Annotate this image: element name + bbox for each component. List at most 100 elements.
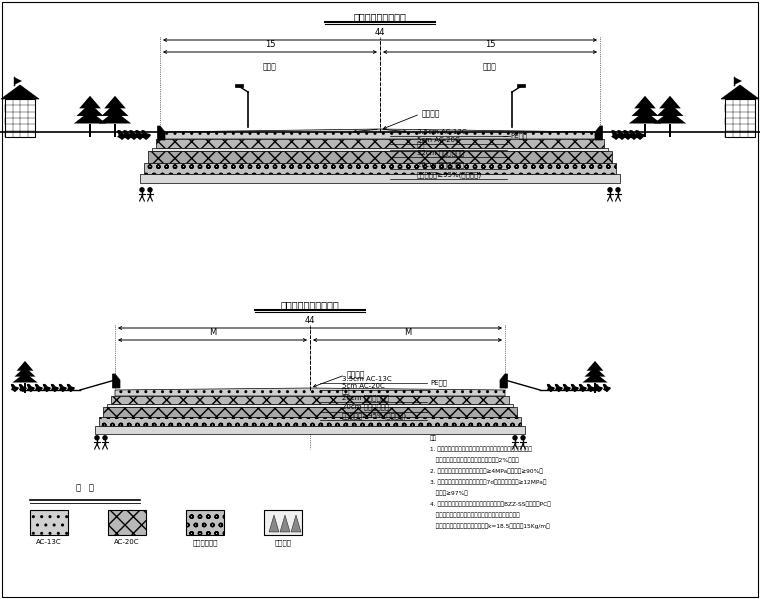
- Polygon shape: [115, 388, 505, 396]
- Polygon shape: [102, 104, 128, 116]
- Text: AC-13C: AC-13C: [36, 539, 62, 545]
- Text: 20cm 级配碎石垫层: 20cm 级配碎石垫层: [417, 161, 464, 168]
- Polygon shape: [657, 104, 683, 116]
- Text: 路基压实度≥95%(重型击实): 路基压实度≥95%(重型击实): [342, 412, 407, 419]
- Polygon shape: [603, 384, 611, 392]
- Polygon shape: [144, 163, 616, 174]
- Bar: [24, 383, 26, 393]
- Polygon shape: [582, 373, 607, 383]
- Polygon shape: [555, 384, 563, 392]
- Circle shape: [608, 188, 612, 192]
- Text: 机动车道路面结构图: 机动车道路面结构图: [353, 12, 407, 22]
- Polygon shape: [629, 130, 639, 140]
- Bar: [669, 123, 671, 137]
- Polygon shape: [35, 384, 43, 392]
- Circle shape: [521, 436, 525, 440]
- Text: 3.5cm AC-13C: 3.5cm AC-13C: [417, 129, 467, 135]
- Polygon shape: [500, 374, 508, 388]
- Bar: [30, 510, 68, 535]
- Text: AC-20C: AC-20C: [114, 539, 140, 545]
- Text: 15: 15: [485, 40, 496, 49]
- Text: 5cm AC-20C: 5cm AC-20C: [342, 383, 385, 389]
- Text: PE改性: PE改性: [430, 380, 447, 386]
- Text: 车行道: 车行道: [263, 62, 277, 71]
- Text: 实际路面结构须已了解到地区的地质调查及路基处理，: 实际路面结构须已了解到地区的地质调查及路基处理，: [430, 512, 520, 518]
- Polygon shape: [99, 417, 521, 426]
- Polygon shape: [117, 130, 127, 140]
- Polygon shape: [617, 130, 627, 140]
- Polygon shape: [595, 126, 603, 140]
- Text: 路基压实度≥95%(重型击实): 路基压实度≥95%(重型击实): [417, 171, 482, 177]
- Polygon shape: [99, 111, 131, 123]
- Polygon shape: [152, 148, 608, 151]
- Polygon shape: [291, 515, 301, 532]
- Polygon shape: [721, 85, 759, 99]
- Polygon shape: [632, 104, 658, 116]
- Polygon shape: [14, 77, 22, 85]
- Text: 3. 路面结构层水泥稳定碎石须满足7d无侧限抗压强度≥12MPa，: 3. 路面结构层水泥稳定碎石须满足7d无侧限抗压强度≥12MPa，: [430, 479, 546, 485]
- Polygon shape: [59, 384, 67, 392]
- Polygon shape: [27, 384, 35, 392]
- Polygon shape: [1, 85, 39, 99]
- Text: 粘层: 粘层: [417, 142, 426, 149]
- Bar: [235, 84, 243, 87]
- Text: 20cm 水泥稳定碎石: 20cm 水泥稳定碎石: [342, 394, 389, 401]
- Text: 路面中线: 路面中线: [422, 110, 441, 119]
- Polygon shape: [584, 367, 606, 377]
- Polygon shape: [129, 130, 139, 140]
- Text: 路面中线: 路面中线: [347, 371, 366, 380]
- Text: PE改性: PE改性: [510, 132, 527, 139]
- Text: 符合有关规范的规定，路面横坡采用双向2%坡度。: 符合有关规范的规定，路面横坡采用双向2%坡度。: [430, 457, 518, 462]
- Polygon shape: [157, 126, 165, 140]
- Bar: [594, 383, 596, 393]
- Polygon shape: [107, 404, 513, 407]
- Polygon shape: [141, 130, 151, 140]
- Polygon shape: [280, 515, 290, 532]
- Polygon shape: [104, 96, 126, 108]
- Polygon shape: [67, 384, 75, 392]
- Polygon shape: [629, 111, 661, 123]
- Polygon shape: [51, 384, 59, 392]
- Polygon shape: [148, 151, 612, 163]
- Polygon shape: [587, 361, 603, 371]
- Polygon shape: [623, 130, 633, 140]
- Bar: [264, 510, 302, 535]
- Text: M: M: [404, 328, 411, 337]
- Polygon shape: [563, 384, 571, 392]
- Polygon shape: [19, 384, 27, 392]
- Bar: [114, 123, 116, 137]
- Polygon shape: [112, 374, 120, 388]
- Polygon shape: [17, 361, 33, 371]
- Text: 15: 15: [264, 40, 275, 49]
- Polygon shape: [654, 111, 686, 123]
- Polygon shape: [659, 96, 681, 108]
- Polygon shape: [634, 96, 656, 108]
- Polygon shape: [635, 130, 645, 140]
- Circle shape: [103, 436, 107, 440]
- Circle shape: [148, 188, 152, 192]
- Polygon shape: [156, 139, 604, 148]
- Bar: [644, 123, 646, 137]
- Text: 2. 各层材料压实度须满足规范要求≥4MPa，压实度≥90%。: 2. 各层材料压实度须满足规范要求≥4MPa，压实度≥90%。: [430, 468, 543, 474]
- Text: 粘层: 粘层: [342, 388, 350, 395]
- Polygon shape: [160, 129, 600, 139]
- Polygon shape: [269, 515, 279, 532]
- Polygon shape: [547, 384, 555, 392]
- Polygon shape: [12, 373, 37, 383]
- Polygon shape: [111, 396, 509, 404]
- Text: 5cm AC-20C: 5cm AC-20C: [417, 137, 460, 143]
- Bar: [89, 123, 91, 137]
- Text: 非机动车道路面结构图: 非机动车道路面结构图: [280, 300, 340, 310]
- Polygon shape: [74, 111, 106, 123]
- Bar: [725, 99, 755, 137]
- Text: 32cm 水泥稳定碎石: 32cm 水泥稳定碎石: [417, 149, 464, 156]
- Text: M: M: [209, 328, 216, 337]
- Text: 注：: 注：: [430, 435, 437, 441]
- Text: 20cm 级配碎石垫层: 20cm 级配碎石垫层: [342, 404, 389, 410]
- Circle shape: [140, 188, 144, 192]
- Polygon shape: [79, 96, 101, 108]
- Polygon shape: [579, 384, 587, 392]
- Text: 级配碎石: 级配碎石: [274, 539, 292, 546]
- Polygon shape: [103, 407, 517, 417]
- Polygon shape: [595, 384, 603, 392]
